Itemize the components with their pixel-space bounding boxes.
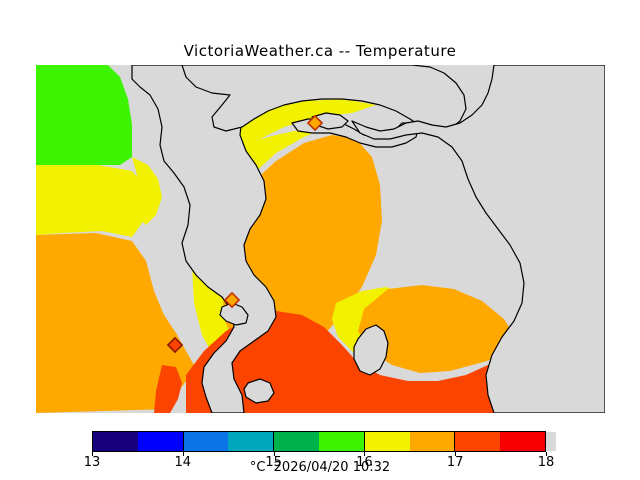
land-central-peninsula (131, 65, 277, 413)
station-marker-north[interactable] (306, 114, 324, 132)
colorbar-tick-18 (546, 452, 547, 456)
temperature-map[interactable] (36, 65, 605, 413)
land-south-island (353, 324, 389, 376)
page-title: VictoriaWeather.ca -- Temperature (183, 42, 457, 60)
station-marker-south[interactable] (166, 336, 184, 354)
timestamp-label: °C 2026/04/20 10:32 (249, 460, 391, 475)
colorbar-band-17.5-18 (500, 432, 545, 451)
station-marker-glyph (223, 291, 241, 309)
band-southwest-red (154, 365, 182, 413)
colorbar-band-15-15.5 (274, 432, 319, 451)
colorbar-tick-17 (455, 452, 457, 456)
colorbar-tick-label-18: 18 (537, 455, 555, 470)
colorbar-tick-label-13: 13 (83, 455, 101, 470)
colorbar-overflow-swatch (546, 432, 556, 451)
land-east-mainland (351, 65, 605, 413)
colorbar-tick-14 (182, 452, 184, 456)
colorbar-tick-label-15: 15 (265, 455, 282, 470)
colorbar-band-13-13.5 (93, 432, 138, 451)
colorbar-band-13.5-14 (137, 432, 184, 451)
colorbar-band-17-17.5 (455, 432, 501, 451)
station-marker-glyph (306, 114, 324, 132)
landmass-layer (131, 65, 605, 413)
land-south-islet (243, 378, 275, 404)
map-canvas (36, 65, 605, 413)
colorbar-band-16-16.5 (364, 432, 410, 451)
band-northwest-green (36, 65, 132, 165)
land-north (181, 65, 467, 132)
colorbar-band-14-14.5 (183, 432, 229, 451)
band-west-yellow (36, 165, 148, 237)
colorbar-tick-16 (364, 452, 366, 456)
station-marker-central[interactable] (223, 291, 241, 309)
station-marker-glyph (166, 336, 184, 354)
band-west-orange (36, 233, 194, 413)
colorbar-tick-label-17: 17 (446, 455, 464, 470)
colorbar-tick-15 (273, 452, 275, 456)
colorbar-band-15.5-16 (318, 432, 365, 451)
colorbar-tick-13 (92, 452, 93, 456)
colorbar-tick-label-16: 16 (356, 455, 373, 470)
station-marker-layer[interactable] (166, 114, 324, 354)
colorbar-band-14.5-15 (228, 432, 275, 451)
colorbar-tick-label-14: 14 (174, 455, 192, 470)
colorbar-bands[interactable] (92, 431, 546, 452)
band-southeast-orange (358, 285, 522, 373)
colorbar-band-16.5-17 (409, 432, 456, 451)
band-west-coast-yellow (132, 157, 162, 225)
colorbar[interactable]: 13 14 15 16 17 18 (84, 431, 556, 470)
